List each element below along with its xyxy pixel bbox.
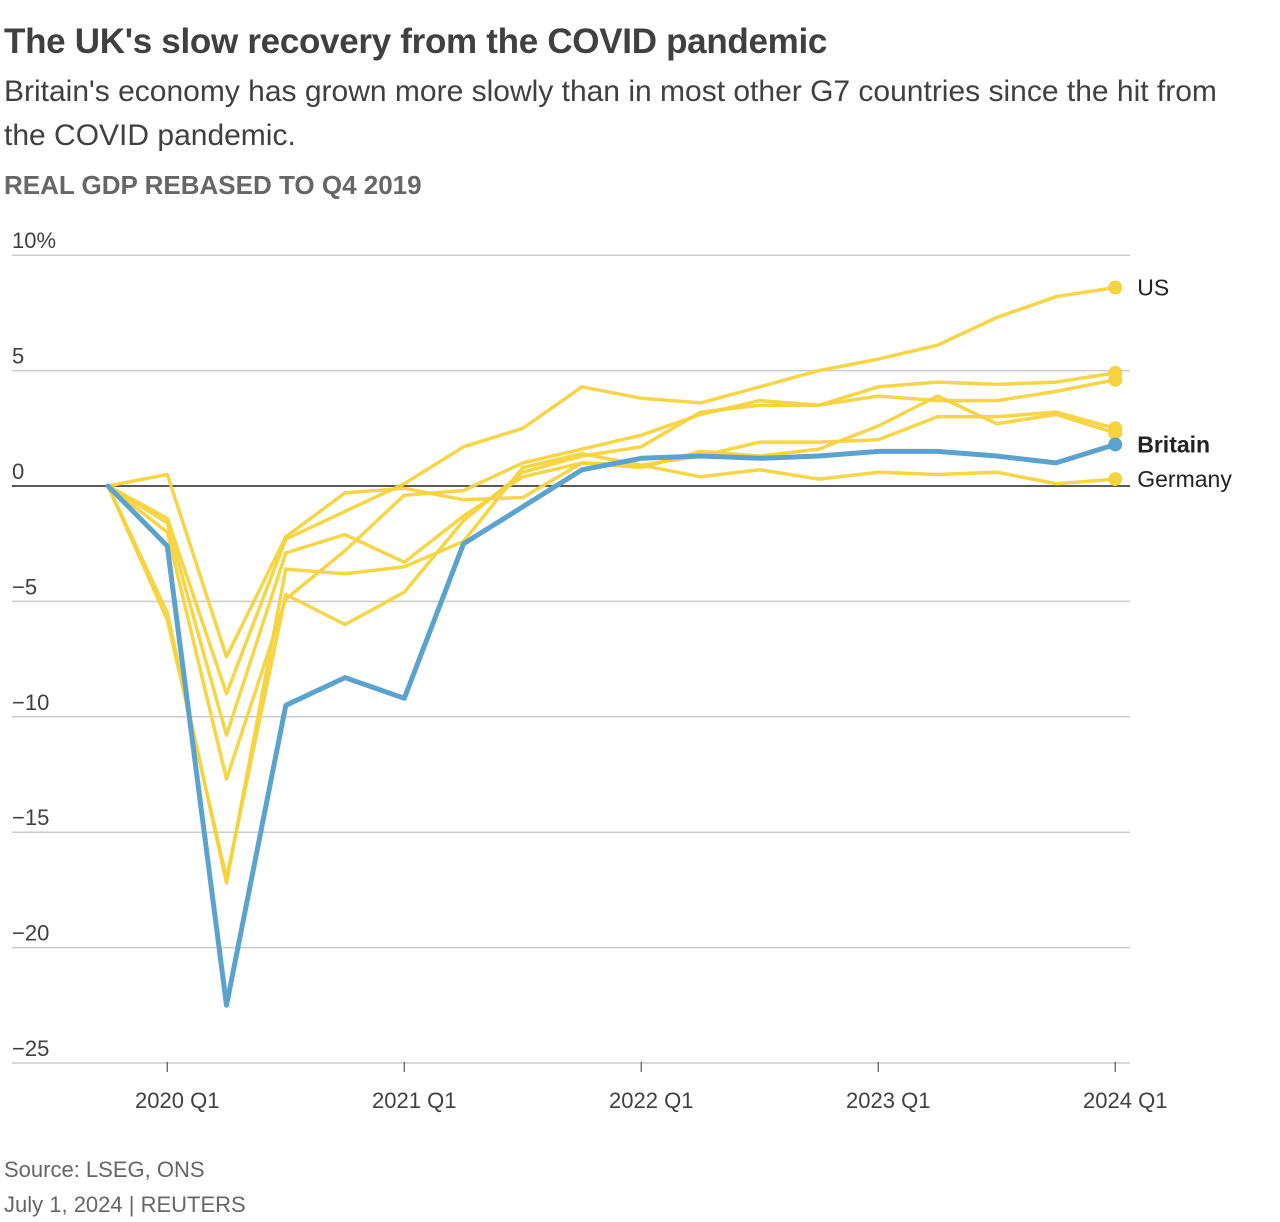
y-tick-label: −5 [12,574,37,599]
end-point-us [1108,280,1123,295]
y-tick-label: 0 [12,459,24,484]
series-line-us [106,285,1118,696]
source-text: Source: LSEG, ONS [4,1157,205,1182]
series-lines [105,280,1123,1008]
series-line-japan [106,394,1118,659]
y-axis: 10% 5 0 −5 −10 −15 −20 −25 [12,228,56,1061]
series-line-germany [106,461,1118,738]
gridlines [12,254,1130,1064]
end-point-italy [1108,372,1123,387]
unit-label: REAL GDP REBASED TO Q4 2019 [4,170,422,200]
end-label-britain: Britain [1137,431,1210,457]
y-tick-label: 5 [12,344,24,369]
end-labels: US Germany Britain [1137,275,1232,493]
y-tick-label: −20 [12,921,49,946]
credit-text: July 1, 2024 | REUTERS [4,1192,246,1217]
series-line-france [106,410,1118,885]
y-tick-label: 10% [12,228,56,253]
x-axis: 2020 Q1 2021 Q1 2022 Q1 2023 Q1 2024 Q1 [135,1062,1167,1113]
chart-title: The UK's slow recovery from the COVID pa… [4,22,828,61]
y-tick-label: −25 [12,1036,49,1061]
y-tick-label: −10 [12,690,49,715]
chart-subtitle: Britain's economy has grown more slowly … [4,75,1217,152]
source-note: Source: LSEG, ONS July 1, 2024 | REUTERS [4,1152,246,1222]
end-point-britain [1108,437,1123,452]
y-tick-label: −15 [12,805,49,830]
x-tick-label: 2020 Q1 [135,1088,219,1113]
end-point-japan [1108,425,1123,440]
end-label-germany: Germany [1137,466,1232,492]
x-tick-label: 2021 Q1 [372,1088,456,1113]
x-tick-label: 2023 Q1 [846,1088,930,1113]
series-line-britain [105,442,1118,1008]
end-label-us: US [1137,275,1169,301]
end-point-germany [1108,472,1123,487]
x-tick-label: 2024 Q1 [1083,1088,1167,1113]
x-tick-label: 2022 Q1 [609,1088,693,1113]
